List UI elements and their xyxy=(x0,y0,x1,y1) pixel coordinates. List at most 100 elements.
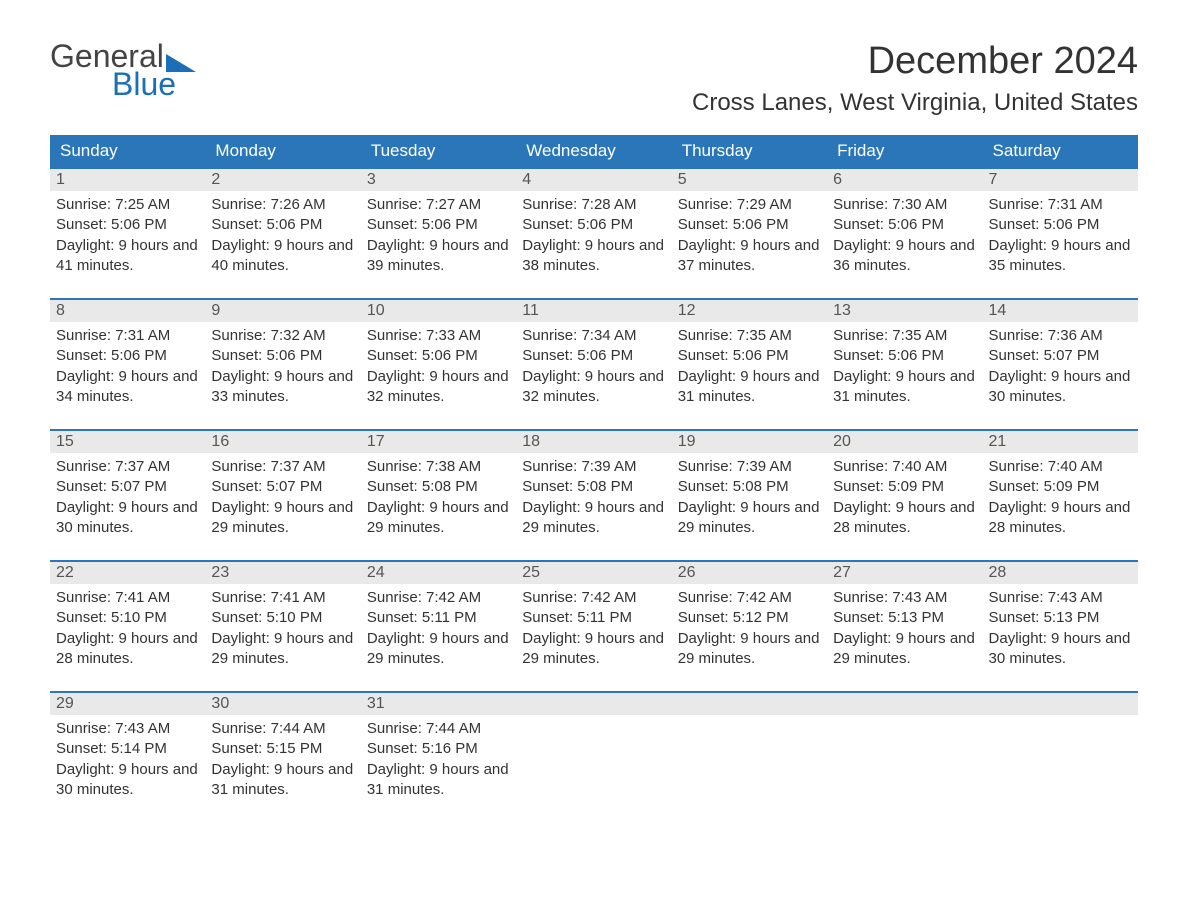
sunset-line: Sunset: 5:06 PM xyxy=(989,215,1132,235)
day-cell: 21 Sunrise: 7:40 AMSunset: 5:09 PMDayligh… xyxy=(983,431,1138,546)
sunset-line: Sunset: 5:06 PM xyxy=(522,215,665,235)
sunset-line: Sunset: 5:06 PM xyxy=(833,346,976,366)
sunrise-line: Sunrise: 7:40 AM xyxy=(833,457,976,477)
logo-text-bottom: Blue xyxy=(50,68,196,100)
sunrise-line: Sunrise: 7:43 AM xyxy=(989,588,1132,608)
day-number: 17 xyxy=(361,431,516,453)
sunrise-line: Sunrise: 7:27 AM xyxy=(367,195,510,215)
day-number: 31 xyxy=(361,693,516,715)
day-body: Sunrise: 7:37 AMSunset: 5:07 PMDaylight:… xyxy=(50,457,205,538)
daylight-line: Daylight: 9 hours and 29 minutes. xyxy=(678,498,821,539)
sunset-line: Sunset: 5:06 PM xyxy=(678,215,821,235)
day-body: Sunrise: 7:25 AMSunset: 5:06 PMDaylight:… xyxy=(50,195,205,276)
day-number: 4 xyxy=(516,169,671,191)
daylight-line: Daylight: 9 hours and 31 minutes. xyxy=(833,367,976,408)
day-body: Sunrise: 7:41 AMSunset: 5:10 PMDaylight:… xyxy=(50,588,205,669)
daylight-line: Daylight: 9 hours and 28 minutes. xyxy=(56,629,199,670)
sunrise-line: Sunrise: 7:26 AM xyxy=(211,195,354,215)
day-number: 5 xyxy=(672,169,827,191)
sunrise-line: Sunrise: 7:42 AM xyxy=(522,588,665,608)
daylight-line: Daylight: 9 hours and 36 minutes. xyxy=(833,236,976,277)
day-number: 3 xyxy=(361,169,516,191)
day-cell: 17 Sunrise: 7:38 AMSunset: 5:08 PMDayligh… xyxy=(361,431,516,546)
day-number: 21 xyxy=(983,431,1138,453)
sunset-line: Sunset: 5:06 PM xyxy=(56,346,199,366)
day-body: Sunrise: 7:38 AMSunset: 5:08 PMDaylight:… xyxy=(361,457,516,538)
sunset-line: Sunset: 5:06 PM xyxy=(367,346,510,366)
sunrise-line: Sunrise: 7:30 AM xyxy=(833,195,976,215)
day-body: Sunrise: 7:34 AMSunset: 5:06 PMDaylight:… xyxy=(516,326,671,407)
sunrise-line: Sunrise: 7:34 AM xyxy=(522,326,665,346)
sunset-line: Sunset: 5:06 PM xyxy=(56,215,199,235)
title-block: December 2024 Cross Lanes, West Virginia… xyxy=(692,40,1138,117)
sunset-line: Sunset: 5:07 PM xyxy=(56,477,199,497)
sunset-line: Sunset: 5:06 PM xyxy=(211,346,354,366)
daylight-line: Daylight: 9 hours and 32 minutes. xyxy=(522,367,665,408)
sunset-line: Sunset: 5:07 PM xyxy=(989,346,1132,366)
day-number: 13 xyxy=(827,300,982,322)
sunrise-line: Sunrise: 7:37 AM xyxy=(56,457,199,477)
day-body: Sunrise: 7:44 AMSunset: 5:15 PMDaylight:… xyxy=(205,719,360,800)
dow-header-cell: Tuesday xyxy=(361,135,516,167)
sunset-line: Sunset: 5:06 PM xyxy=(522,346,665,366)
day-number: 14 xyxy=(983,300,1138,322)
day-cell: 7Sunrise: 7:31 AMSunset: 5:06 PMDaylight… xyxy=(983,169,1138,284)
day-number: 22 xyxy=(50,562,205,584)
day-cell: 28 Sunrise: 7:43 AMSunset: 5:13 PMDayligh… xyxy=(983,562,1138,677)
daylight-line: Daylight: 9 hours and 41 minutes. xyxy=(56,236,199,277)
day-body: Sunrise: 7:44 AMSunset: 5:16 PMDaylight:… xyxy=(361,719,516,800)
day-body: Sunrise: 7:42 AMSunset: 5:11 PMDaylight:… xyxy=(516,588,671,669)
day-number-empty xyxy=(827,693,982,715)
day-body: Sunrise: 7:40 AMSunset: 5:09 PMDaylight:… xyxy=(983,457,1138,538)
sunrise-line: Sunrise: 7:37 AM xyxy=(211,457,354,477)
day-body: Sunrise: 7:43 AMSunset: 5:13 PMDaylight:… xyxy=(983,588,1138,669)
day-cell: 15Sunrise: 7:37 AMSunset: 5:07 PMDayligh… xyxy=(50,431,205,546)
day-cell: 18Sunrise: 7:39 AMSunset: 5:08 PMDayligh… xyxy=(516,431,671,546)
day-body: Sunrise: 7:36 AMSunset: 5:07 PMDaylight:… xyxy=(983,326,1138,407)
day-cell: 9Sunrise: 7:32 AMSunset: 5:06 PMDaylight… xyxy=(205,300,360,415)
week-row: 22Sunrise: 7:41 AMSunset: 5:10 PMDayligh… xyxy=(50,560,1138,677)
day-body: Sunrise: 7:31 AMSunset: 5:06 PMDaylight:… xyxy=(50,326,205,407)
daylight-line: Daylight: 9 hours and 32 minutes. xyxy=(367,367,510,408)
dow-header-cell: Wednesday xyxy=(516,135,671,167)
day-of-week-header-row: SundayMondayTuesdayWednesdayThursdayFrid… xyxy=(50,135,1138,167)
sunset-line: Sunset: 5:09 PM xyxy=(833,477,976,497)
day-cell: 19Sunrise: 7:39 AMSunset: 5:08 PMDayligh… xyxy=(672,431,827,546)
sunset-line: Sunset: 5:12 PM xyxy=(678,608,821,628)
sunset-line: Sunset: 5:11 PM xyxy=(367,608,510,628)
day-cell: 25Sunrise: 7:42 AMSunset: 5:11 PMDayligh… xyxy=(516,562,671,677)
week-row: 29Sunrise: 7:43 AMSunset: 5:14 PMDayligh… xyxy=(50,691,1138,808)
day-body: Sunrise: 7:28 AMSunset: 5:06 PMDaylight:… xyxy=(516,195,671,276)
day-number: 16 xyxy=(205,431,360,453)
calendar-body: 1Sunrise: 7:25 AMSunset: 5:06 PMDaylight… xyxy=(50,167,1138,808)
day-body: Sunrise: 7:26 AMSunset: 5:06 PMDaylight:… xyxy=(205,195,360,276)
day-number: 19 xyxy=(672,431,827,453)
location-subtitle: Cross Lanes, West Virginia, United State… xyxy=(692,89,1138,117)
calendar: SundayMondayTuesdayWednesdayThursdayFrid… xyxy=(50,135,1138,808)
day-body: Sunrise: 7:43 AMSunset: 5:14 PMDaylight:… xyxy=(50,719,205,800)
sunrise-line: Sunrise: 7:39 AM xyxy=(522,457,665,477)
daylight-line: Daylight: 9 hours and 30 minutes. xyxy=(989,367,1132,408)
sunrise-line: Sunrise: 7:35 AM xyxy=(833,326,976,346)
day-body: Sunrise: 7:32 AMSunset: 5:06 PMDaylight:… xyxy=(205,326,360,407)
sunset-line: Sunset: 5:08 PM xyxy=(522,477,665,497)
sunrise-line: Sunrise: 7:42 AM xyxy=(678,588,821,608)
daylight-line: Daylight: 9 hours and 38 minutes. xyxy=(522,236,665,277)
day-body: Sunrise: 7:42 AMSunset: 5:12 PMDaylight:… xyxy=(672,588,827,669)
day-body: Sunrise: 7:41 AMSunset: 5:10 PMDaylight:… xyxy=(205,588,360,669)
day-body: Sunrise: 7:37 AMSunset: 5:07 PMDaylight:… xyxy=(205,457,360,538)
day-body: Sunrise: 7:33 AMSunset: 5:06 PMDaylight:… xyxy=(361,326,516,407)
sunrise-line: Sunrise: 7:32 AM xyxy=(211,326,354,346)
day-number: 8 xyxy=(50,300,205,322)
day-cell: 22 Sunrise: 7:41 AMSunset: 5:10 PMDayligh… xyxy=(50,562,205,677)
day-number: 18 xyxy=(516,431,671,453)
sunrise-line: Sunrise: 7:28 AM xyxy=(522,195,665,215)
daylight-line: Daylight: 9 hours and 30 minutes. xyxy=(56,498,199,539)
day-body: Sunrise: 7:27 AMSunset: 5:06 PMDaylight:… xyxy=(361,195,516,276)
daylight-line: Daylight: 9 hours and 31 minutes. xyxy=(678,367,821,408)
daylight-line: Daylight: 9 hours and 29 minutes. xyxy=(833,629,976,670)
sunrise-line: Sunrise: 7:35 AM xyxy=(678,326,821,346)
day-number: 28 xyxy=(983,562,1138,584)
day-number: 20 xyxy=(827,431,982,453)
sunrise-line: Sunrise: 7:29 AM xyxy=(678,195,821,215)
